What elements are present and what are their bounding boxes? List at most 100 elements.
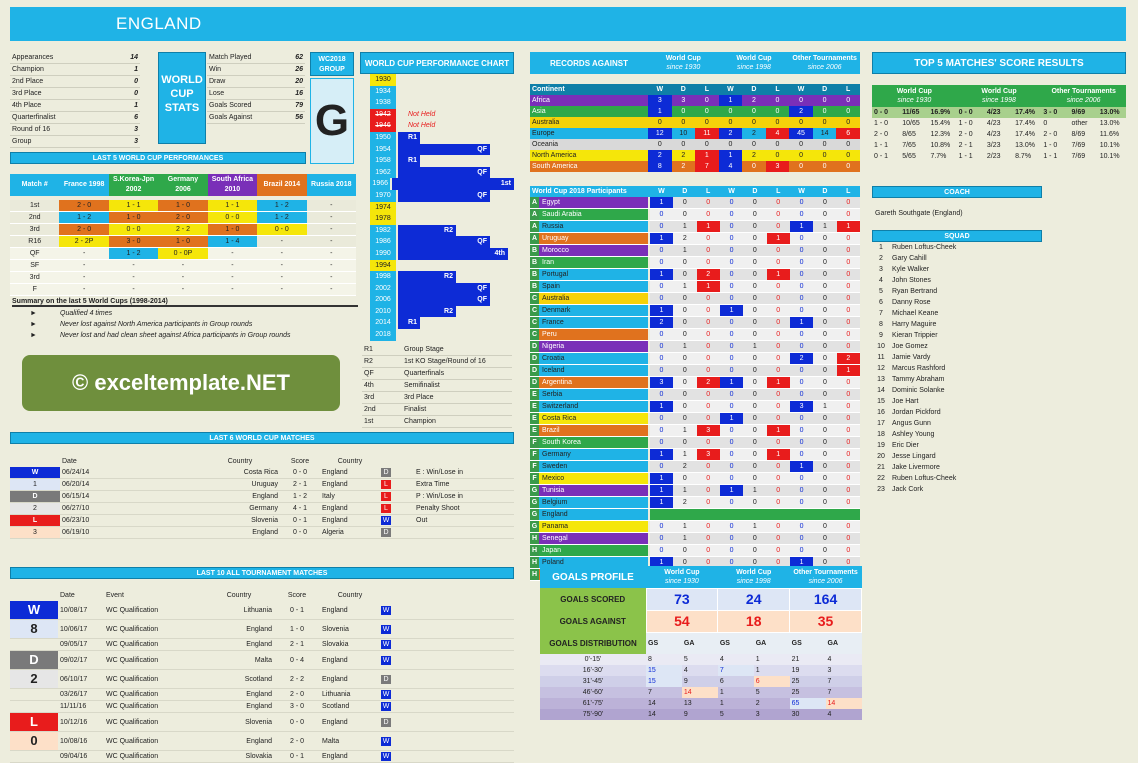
- coach-name: Gareth Southgate (England): [875, 210, 963, 217]
- rec-value: 1: [718, 150, 743, 161]
- participant-value: 0: [766, 304, 790, 317]
- group-letter: B: [530, 269, 539, 280]
- participant-value: 0: [743, 460, 767, 473]
- participant-value: 0: [743, 544, 767, 557]
- participant-value: 0: [719, 448, 744, 461]
- participant-value: 0: [719, 496, 744, 509]
- match-date: 06/10/17: [60, 675, 88, 683]
- participant-name: A Russia: [530, 221, 650, 233]
- group-letter: A: [530, 209, 539, 220]
- participant-row: B Iran 0 0 0 0 0 0 0 0 0: [530, 256, 860, 269]
- last5-score: 2 - 0: [158, 211, 208, 224]
- participant-value: 0: [766, 532, 790, 545]
- participant-row: F Mexico 1 0 0 0 0 0 0 0 0: [530, 472, 860, 485]
- participant-value: 0: [836, 197, 860, 209]
- dist-value: 65: [789, 698, 826, 709]
- participant-name: B Spain: [530, 281, 650, 293]
- stat-row: Goals Against 56: [207, 112, 305, 124]
- top5-value: 10.1%: [1099, 153, 1120, 160]
- participant-value: 0: [719, 544, 744, 557]
- top5-value: 0 - 0: [958, 109, 973, 116]
- participant-value: 0: [673, 544, 697, 557]
- match-home: Germany: [249, 505, 278, 512]
- match-outcome: L: [380, 503, 396, 515]
- world-cup-stats-badge: WORLD CUP STATS: [158, 52, 206, 144]
- performance-chart: 1930 1934 1938 1942 Not Held 1946 Not Held 1950…: [370, 74, 514, 341]
- rec-value: 0: [836, 95, 860, 106]
- team-name: South Korea: [539, 437, 648, 448]
- participant-value: 0: [719, 328, 744, 341]
- stat-label: Match Played: [209, 54, 252, 61]
- match-away: England: [322, 675, 348, 683]
- group-letter: B: [530, 257, 539, 268]
- legend-code: 3rd: [364, 394, 375, 401]
- last5-score: -: [59, 247, 109, 260]
- wdl-head: L: [706, 188, 711, 195]
- team-name: Japan: [539, 545, 648, 556]
- participant-name: B Morocco: [530, 245, 650, 257]
- goals-against-value: 54: [645, 609, 719, 633]
- group-letter: G: [530, 509, 539, 520]
- rec-row: South America 8 2 7 4 0 3 0 0 0: [530, 161, 860, 172]
- perf-year: 1930: [370, 74, 396, 86]
- top5-row: 2 - 0 8/65 12.3% 2 - 0 4/23 17.4% 2 - 0 8/69 11.…: [872, 129, 1126, 140]
- last5-score: 1 - 0: [158, 200, 208, 212]
- match-date: 06/27/10: [62, 505, 90, 512]
- participant-name: D Croatia: [530, 353, 650, 365]
- last5-head-row: Match # France 1998 S.Korea-Jpn 2002 German…: [10, 174, 356, 196]
- rec-value: 3: [765, 161, 790, 172]
- outcome-badge: W: [381, 736, 391, 746]
- group-letter: F: [530, 437, 539, 448]
- group-letter: H: [530, 545, 539, 556]
- participant-value: 0: [743, 232, 767, 245]
- perf-year: 1998: [370, 271, 396, 283]
- side-outcome-label: D: [10, 651, 58, 669]
- participant-value: 1: [766, 376, 790, 389]
- participant-value: 1: [813, 400, 837, 413]
- match-outcome: D: [380, 670, 396, 689]
- participant-value: 1: [649, 472, 674, 485]
- team-name: Tunisia: [539, 485, 648, 496]
- legend-desc: 1st KO Stage/Round of 16: [404, 358, 486, 365]
- team-name: Australia: [539, 293, 648, 304]
- perf-year: 1958: [370, 155, 396, 167]
- participant-value: 1: [696, 220, 720, 233]
- squad-number: 19: [877, 442, 885, 449]
- squad-row: 17 Angus Gunn: [872, 418, 1042, 429]
- rec-value: 4: [718, 161, 743, 172]
- participant-value: 0: [719, 460, 744, 473]
- perf-row: 1966 1st: [370, 178, 514, 190]
- stat-label: Goals Against: [209, 114, 253, 121]
- legend-head: [396, 590, 514, 601]
- squad-row: 5 Ryan Bertrand: [872, 286, 1042, 297]
- last5-score: 1 - 1: [207, 200, 258, 212]
- dist-interval: 0'-15': [584, 656, 602, 663]
- participant-row: C France 2 0 0 0 0 0 1 0 0: [530, 316, 860, 329]
- participant-value: 1: [719, 568, 744, 581]
- participant-value: 0: [766, 340, 790, 353]
- goals-against-row: GOALS AGAINST 54 18 35: [540, 609, 862, 633]
- match-event: WC Qualification: [106, 718, 159, 726]
- rec-value: 2: [671, 150, 696, 161]
- top5-value: 13.0%: [1099, 109, 1120, 116]
- squad-player: Joe Hart: [892, 398, 919, 405]
- goals-scored-value: 164: [789, 587, 862, 611]
- participant-name: F South Korea: [530, 437, 650, 449]
- participant-row: E Serbia 0 0 0 0 0 0 0 0 0: [530, 388, 860, 401]
- participant-value: 0: [696, 520, 720, 533]
- outcome-badge: W: [381, 690, 391, 699]
- participant-name: D Iceland: [530, 365, 650, 377]
- last5-stage: 3rd: [10, 271, 60, 284]
- participant-value: 2: [696, 268, 720, 281]
- participant-value: 0: [673, 412, 697, 425]
- legend-row: QF Quarterfinals: [362, 368, 512, 380]
- squad-player: Tammy Abraham: [892, 376, 945, 383]
- participant-value: 0: [649, 364, 674, 377]
- match-away: England: [322, 606, 348, 614]
- continent-label: Continent: [532, 86, 565, 93]
- participant-value: 0: [696, 232, 720, 245]
- side-outcome-count: 1: [10, 479, 60, 490]
- participant-name: A Saudi Arabia: [530, 209, 650, 221]
